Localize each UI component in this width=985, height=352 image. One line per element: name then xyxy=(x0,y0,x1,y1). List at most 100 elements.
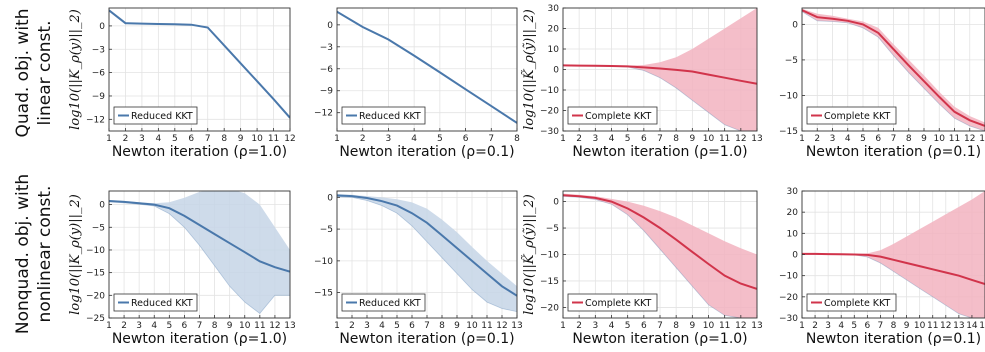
x-tick-label: 6 xyxy=(641,134,647,144)
x-tick-label: 8 xyxy=(673,321,679,331)
y-tick-label: −25 xyxy=(86,314,105,324)
x-tick-label: 6 xyxy=(182,321,188,331)
x-tick-label: 4 xyxy=(609,321,615,331)
x-tick-label: 10 xyxy=(703,134,715,144)
x-tick-label: 8 xyxy=(212,321,218,331)
x-tick-label: 13 xyxy=(953,321,964,331)
x-tick-label: 4 xyxy=(838,321,844,331)
x-tick-label: 1 xyxy=(106,321,112,331)
y-tick-label: −5 xyxy=(785,56,798,66)
series-line xyxy=(337,10,517,124)
x-tick-label: 9 xyxy=(689,321,695,331)
y-tick-label: −5 xyxy=(320,225,333,235)
x-axis-label: Newton iteration (ρ=0.1) xyxy=(806,144,981,160)
x-tick-label: 13 xyxy=(751,134,762,144)
y-tick-label: −5 xyxy=(92,223,105,233)
x-tick-label: 13 xyxy=(511,321,522,331)
x-tick-label: 11 xyxy=(927,321,938,331)
panel-nonquad-nonlinear-complete-rho0.1: 1234567891011121314153020100−10−20−30New… xyxy=(779,187,985,347)
x-tick-label: 3 xyxy=(136,321,142,331)
band-edge xyxy=(802,11,985,131)
y-tick-label: −15 xyxy=(540,277,559,287)
y-tick-label: −10 xyxy=(779,272,798,282)
x-tick-label: 12 xyxy=(496,321,507,331)
y-tick-label: −15 xyxy=(779,127,798,137)
x-tick-label: 5 xyxy=(394,321,400,331)
x-tick-label: 13 xyxy=(979,134,985,144)
x-tick-label: 5 xyxy=(166,321,172,331)
x-tick-label: 4 xyxy=(155,134,161,144)
x-tick-label: 8 xyxy=(514,134,520,144)
x-tick-label: 14 xyxy=(966,321,978,331)
row-label-line: Nonquad. obj. with xyxy=(13,174,33,334)
x-tick-label: 3 xyxy=(592,321,598,331)
x-tick-label: 11 xyxy=(719,134,730,144)
x-tick-label: 2 xyxy=(360,134,366,144)
x-tick-label: 7 xyxy=(205,134,211,144)
x-tick-label: 9 xyxy=(689,134,695,144)
legend-label: Reduced KKT xyxy=(359,298,421,309)
y-axis-label: log10(||K_ρ(y)||_2) xyxy=(68,9,83,130)
y-axis-label: log10(||K̃_ρ(ỹ)||_2) xyxy=(521,9,537,130)
y-tick-label: −10 xyxy=(314,257,333,267)
x-tick-label: 2 xyxy=(814,134,820,144)
x-tick-label: 2 xyxy=(123,134,129,144)
confidence-band xyxy=(802,191,985,318)
legend-label: Complete KKT xyxy=(824,298,891,309)
legend-label: Complete KKT xyxy=(585,111,652,122)
y-tick-label: −12 xyxy=(314,109,333,119)
y-tick-label: −10 xyxy=(86,246,105,256)
x-axis-label: Newton iteration (ρ=1.0) xyxy=(572,144,747,160)
x-tick-label: 9 xyxy=(921,134,927,144)
x-tick-label: 11 xyxy=(481,321,492,331)
x-tick-label: 4 xyxy=(609,134,615,144)
x-tick-label: 2 xyxy=(349,321,355,331)
x-tick-label: 1 xyxy=(799,134,805,144)
y-tick-label: −9 xyxy=(320,87,334,97)
x-tick-label: 12 xyxy=(284,134,295,144)
y-tick-label: 0 xyxy=(99,201,105,211)
y-tick-label: −6 xyxy=(92,69,106,79)
legend-box xyxy=(341,293,426,312)
x-tick-label: 1 xyxy=(799,321,805,331)
x-tick-label: 3 xyxy=(592,134,598,144)
y-tick-label: −15 xyxy=(314,289,333,299)
x-tick-label: 8 xyxy=(221,134,227,144)
x-axis-label: Newton iteration (ρ=1.0) xyxy=(112,144,287,160)
x-axis-label: Newton iteration (ρ=0.1) xyxy=(339,331,514,347)
plot-area xyxy=(337,10,517,124)
y-tick-label: −10 xyxy=(540,86,559,96)
x-tick-label: 13 xyxy=(284,321,295,331)
y-axis-label: log10(||K_ρ(y)||_2) xyxy=(68,194,83,315)
x-tick-label: 5 xyxy=(625,134,631,144)
legend-box xyxy=(567,106,658,125)
panel-quad-linear-complete-rho1.0: 1 2 3 4 5 6 7 8 9 10 11 12 133020100−10−20−30Newton … xyxy=(521,4,763,160)
y-tick-label: 0 xyxy=(553,198,559,208)
row-label: Nonquad. obj. with nonlinear const. xyxy=(13,174,55,334)
x-tick-label: 11 xyxy=(268,134,279,144)
x-tick-label: 6 xyxy=(463,134,469,144)
axes-frame xyxy=(108,7,291,132)
y-tick-label: −20 xyxy=(540,303,559,313)
y-tick-label: −15 xyxy=(86,269,105,279)
x-tick-label: 3 xyxy=(139,134,145,144)
plot-area xyxy=(563,8,757,131)
x-tick-label: 8 xyxy=(891,321,897,331)
x-tick-label: 4 xyxy=(845,134,851,144)
y-tick-label: 30 xyxy=(787,187,799,197)
x-tick-label: 8 xyxy=(906,134,912,144)
x-tick-label: 5 xyxy=(172,134,178,144)
y-axis-label: log10(||K̃_ρ(ỹ)||_2) xyxy=(521,194,537,315)
plot-area xyxy=(109,191,290,315)
plot-area xyxy=(802,8,985,131)
y-tick-label: 20 xyxy=(787,208,799,218)
x-tick-label: 6 xyxy=(409,321,415,331)
y-tick-label: 20 xyxy=(548,25,560,35)
x-tick-label: 3 xyxy=(825,321,831,331)
x-tick-label: 4 xyxy=(379,321,385,331)
y-tick-label: 10 xyxy=(548,45,560,55)
plot-area xyxy=(802,191,985,318)
x-tick-label: 10 xyxy=(934,134,946,144)
x-tick-label: 12 xyxy=(964,134,975,144)
